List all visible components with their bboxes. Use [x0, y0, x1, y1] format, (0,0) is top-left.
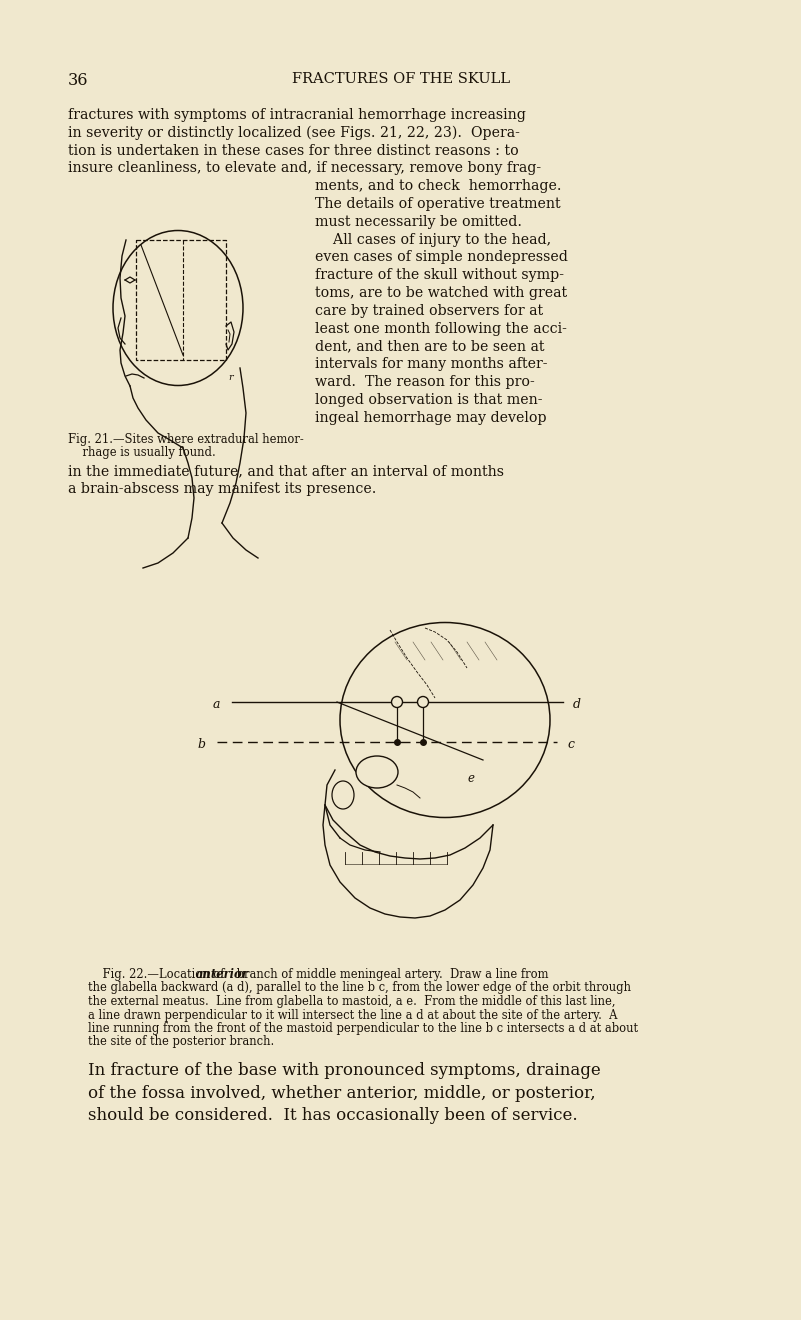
- Text: the external meatus.  Line from glabella to mastoid, a e.  From the middle of th: the external meatus. Line from glabella …: [88, 995, 615, 1008]
- Text: must necessarily be omitted.: must necessarily be omitted.: [315, 215, 522, 228]
- Text: dent, and then are to be seen at: dent, and then are to be seen at: [315, 339, 545, 354]
- Ellipse shape: [113, 231, 243, 385]
- Text: r: r: [228, 374, 232, 381]
- Text: ments, and to check  hemorrhage.: ments, and to check hemorrhage.: [315, 180, 562, 193]
- Text: In fracture of the base with pronounced symptoms, drainage: In fracture of the base with pronounced …: [88, 1063, 601, 1078]
- Text: should be considered.  It has occasionally been of service.: should be considered. It has occasionall…: [88, 1107, 578, 1125]
- Text: a: a: [212, 697, 220, 710]
- Ellipse shape: [163, 282, 228, 363]
- Ellipse shape: [133, 253, 213, 352]
- Text: in severity or distinctly localized (see Figs. 21, 22, 23).  Opera-: in severity or distinctly localized (see…: [68, 125, 520, 140]
- Text: c: c: [567, 738, 574, 751]
- Text: All cases of injury to the head,: All cases of injury to the head,: [315, 232, 551, 247]
- Ellipse shape: [356, 756, 398, 788]
- Text: least one month following the acci-: least one month following the acci-: [315, 322, 567, 335]
- Text: care by trained observers for at: care by trained observers for at: [315, 304, 543, 318]
- Text: d: d: [573, 697, 581, 710]
- Circle shape: [417, 697, 429, 708]
- Text: intervals for many months after-: intervals for many months after-: [315, 358, 548, 371]
- Text: e: e: [467, 772, 474, 785]
- Text: the glabella backward (a d), parallel to the line b c, from the lower edge of th: the glabella backward (a d), parallel to…: [88, 982, 631, 994]
- Text: insure cleanliness, to elevate and, if necessary, remove bony frag-: insure cleanliness, to elevate and, if n…: [68, 161, 541, 176]
- Text: of the fossa involved, whether anterior, middle, or posterior,: of the fossa involved, whether anterior,…: [88, 1085, 596, 1101]
- Text: anterior: anterior: [196, 968, 248, 981]
- Text: Fig. 22.—Location of: Fig. 22.—Location of: [88, 968, 228, 981]
- Text: The details of operative treatment: The details of operative treatment: [315, 197, 561, 211]
- Text: ward.  The reason for this pro-: ward. The reason for this pro-: [315, 375, 535, 389]
- Ellipse shape: [340, 623, 550, 817]
- Text: the site of the posterior branch.: the site of the posterior branch.: [88, 1035, 274, 1048]
- Text: b: b: [197, 738, 205, 751]
- Circle shape: [392, 697, 402, 708]
- Text: rhage is usually found.: rhage is usually found.: [68, 446, 215, 458]
- Text: in the immediate future, and that after an interval of months: in the immediate future, and that after …: [68, 465, 504, 479]
- Text: Fig. 21.—Sites where extradural hemor-: Fig. 21.—Sites where extradural hemor-: [68, 433, 304, 446]
- Text: fractures with symptoms of intracranial hemorrhage increasing: fractures with symptoms of intracranial …: [68, 108, 526, 121]
- Text: toms, are to be watched with great: toms, are to be watched with great: [315, 286, 567, 300]
- Text: a brain-abscess may manifest its presence.: a brain-abscess may manifest its presenc…: [68, 482, 376, 496]
- Text: line running from the front of the mastoid perpendicular to the line b c interse: line running from the front of the masto…: [88, 1022, 638, 1035]
- Text: a line drawn perpendicular to it will intersect the line a d at about the site o: a line drawn perpendicular to it will in…: [88, 1008, 618, 1022]
- Text: branch of middle meningeal artery.  Draw a line from: branch of middle meningeal artery. Draw …: [233, 968, 549, 981]
- Bar: [136, 240, 226, 360]
- Text: even cases of simple nondepressed: even cases of simple nondepressed: [315, 251, 568, 264]
- Ellipse shape: [332, 781, 354, 809]
- Text: longed observation is that men-: longed observation is that men-: [315, 393, 542, 407]
- Text: FRACTURES OF THE SKULL: FRACTURES OF THE SKULL: [292, 73, 510, 86]
- Text: fracture of the skull without symp-: fracture of the skull without symp-: [315, 268, 564, 282]
- Text: tion is undertaken in these cases for three distinct reasons : to: tion is undertaken in these cases for th…: [68, 144, 519, 157]
- Text: 36: 36: [68, 73, 88, 88]
- Text: ingeal hemorrhage may develop: ingeal hemorrhage may develop: [315, 411, 546, 425]
